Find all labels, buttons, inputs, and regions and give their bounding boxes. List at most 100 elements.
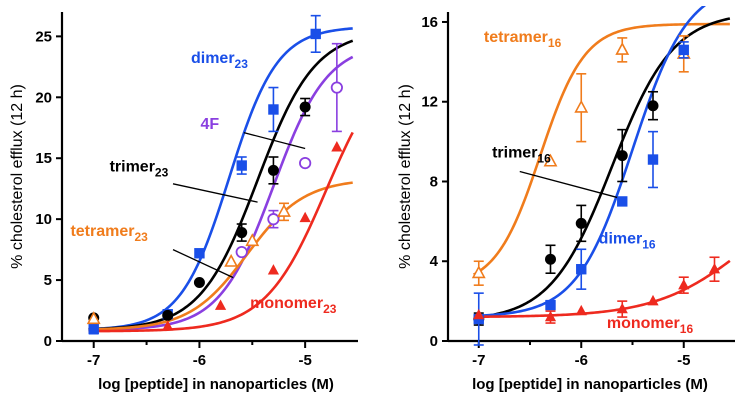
data-point-tetramer xyxy=(86,311,101,325)
left-chart-panel: 0 5 10 15 20 25 -7 -6 -5 log [peptide] in nanopar… xyxy=(9,12,358,393)
fit-curve-trimer xyxy=(473,17,731,319)
series-label-subscript: 16 xyxy=(537,152,551,166)
y-tick-label: 8 xyxy=(430,173,438,190)
series-label-text: dimer xyxy=(191,50,235,67)
series-label-text: monomer xyxy=(607,315,680,332)
data-point-dimer xyxy=(88,323,99,335)
y-tick-label: 12 xyxy=(421,94,438,111)
data-point-dimer xyxy=(647,154,659,165)
y-tick-label: 10 xyxy=(35,211,52,228)
x-tick-label: -7 xyxy=(472,352,485,369)
y-tick-label: 16 xyxy=(421,14,438,31)
x-tick-label: -5 xyxy=(677,352,690,369)
x-axis-label: log [peptide] in nanoparticles (M) xyxy=(98,376,334,393)
series-label-subscript: 23 xyxy=(134,230,148,244)
data-point-monomer xyxy=(267,264,280,275)
data-point-tetramer xyxy=(615,41,630,55)
series-label-tetramer: tetramer23 xyxy=(70,223,148,244)
data-point-trimer xyxy=(236,227,248,239)
x-axis-label: log [peptide] in nanoparticles (M) xyxy=(472,376,708,393)
fit-curve-tetramer xyxy=(88,181,353,331)
data-point-tetramer xyxy=(224,253,239,267)
data-point-4F xyxy=(299,156,312,170)
y-tick-label: 0 xyxy=(430,333,438,350)
data-point-tetramer xyxy=(543,153,558,167)
label-leader-line xyxy=(519,170,618,199)
series-label-subscript: 16 xyxy=(548,36,562,50)
data-point-trimer xyxy=(575,217,587,229)
data-point-dimer xyxy=(310,28,321,40)
label-leader-line xyxy=(243,132,306,150)
data-point-monomer xyxy=(214,299,227,310)
series-label-subscript: 23 xyxy=(235,57,249,71)
y-tick-label: 4 xyxy=(430,253,439,270)
data-point-dimer xyxy=(268,104,279,115)
series-label-4F: 4F xyxy=(200,116,219,133)
series-label-monomer: monomer16 xyxy=(607,315,694,336)
y-axis-label: % cholesterol efflux (12 h) xyxy=(9,84,26,269)
y-tick-label: 15 xyxy=(35,150,52,167)
right-chart-panel: 0 4 8 12 16 -7 -6 -5 log [peptide] in nanopartic… xyxy=(397,6,735,393)
series-label-text: tetramer xyxy=(70,223,134,240)
data-point-monomer xyxy=(678,278,690,290)
series-label-dimer: dimer16 xyxy=(599,230,656,251)
y-tick-label: 25 xyxy=(35,28,52,45)
fit-curve-monomer xyxy=(88,131,354,333)
series-label-subscript: 16 xyxy=(680,322,694,336)
y-tick-label: 0 xyxy=(44,333,52,350)
series-label-text: dimer xyxy=(599,230,643,247)
data-point-monomer xyxy=(575,304,587,316)
data-point-monomer xyxy=(708,263,721,274)
y-axis-label: % cholesterol efflux (12 h) xyxy=(397,84,414,269)
data-point-dimer xyxy=(678,44,689,56)
label-leader-line xyxy=(172,183,258,203)
data-point-tetramer xyxy=(574,99,589,113)
y-tick-label: 5 xyxy=(44,272,52,289)
data-point-monomer xyxy=(331,141,343,152)
series-label-subscript: 23 xyxy=(155,166,169,180)
x-tick-label: -6 xyxy=(575,352,588,369)
data-point-dimer xyxy=(236,160,247,171)
x-tick-label: -6 xyxy=(193,352,206,369)
series-label-trimer: trimer23 xyxy=(110,159,169,180)
data-point-trimer xyxy=(545,253,556,265)
series-label-text: trimer xyxy=(492,145,537,162)
x-tick-label: -7 xyxy=(87,352,100,369)
data-point-trimer xyxy=(162,309,174,321)
series-label-text: tetramer xyxy=(484,29,548,46)
data-point-monomer xyxy=(162,320,174,331)
series-label-monomer: monomer23 xyxy=(250,295,337,316)
data-point-dimer xyxy=(617,196,628,207)
label-leader-line xyxy=(172,249,234,279)
series-label-subscript: 16 xyxy=(642,237,656,251)
series-label-text: trimer xyxy=(110,159,155,176)
series-label-tetramer: tetramer16 xyxy=(484,29,562,50)
data-point-monomer xyxy=(616,302,628,314)
y-tick-label: 20 xyxy=(35,89,52,106)
data-point-tetramer xyxy=(471,265,486,279)
series-label-text: 4F xyxy=(200,116,219,133)
fit-curve-dimer xyxy=(473,6,707,318)
data-point-monomer xyxy=(544,310,557,322)
series-label-dimer: dimer23 xyxy=(191,50,248,71)
data-point-monomer xyxy=(299,211,311,223)
data-point-4F xyxy=(235,245,248,259)
series-label-trimer: trimer16 xyxy=(492,145,551,166)
series-label-subscript: 23 xyxy=(323,302,337,316)
series-label-text: monomer xyxy=(250,295,323,312)
data-point-monomer xyxy=(647,294,659,306)
data-point-trimer xyxy=(616,150,628,162)
data-point-trimer xyxy=(267,164,279,176)
data-point-trimer xyxy=(193,277,205,289)
data-point-trimer xyxy=(647,100,659,112)
fit-curve-dimer xyxy=(88,27,353,331)
data-point-dimer xyxy=(194,248,205,259)
data-point-tetramer xyxy=(245,233,260,247)
data-point-4F xyxy=(267,213,280,226)
x-tick-label: -5 xyxy=(298,352,311,369)
data-point-4F xyxy=(330,81,343,94)
data-point-trimer xyxy=(299,101,311,113)
data-point-dimer xyxy=(576,264,587,275)
data-point-monomer xyxy=(473,308,485,320)
